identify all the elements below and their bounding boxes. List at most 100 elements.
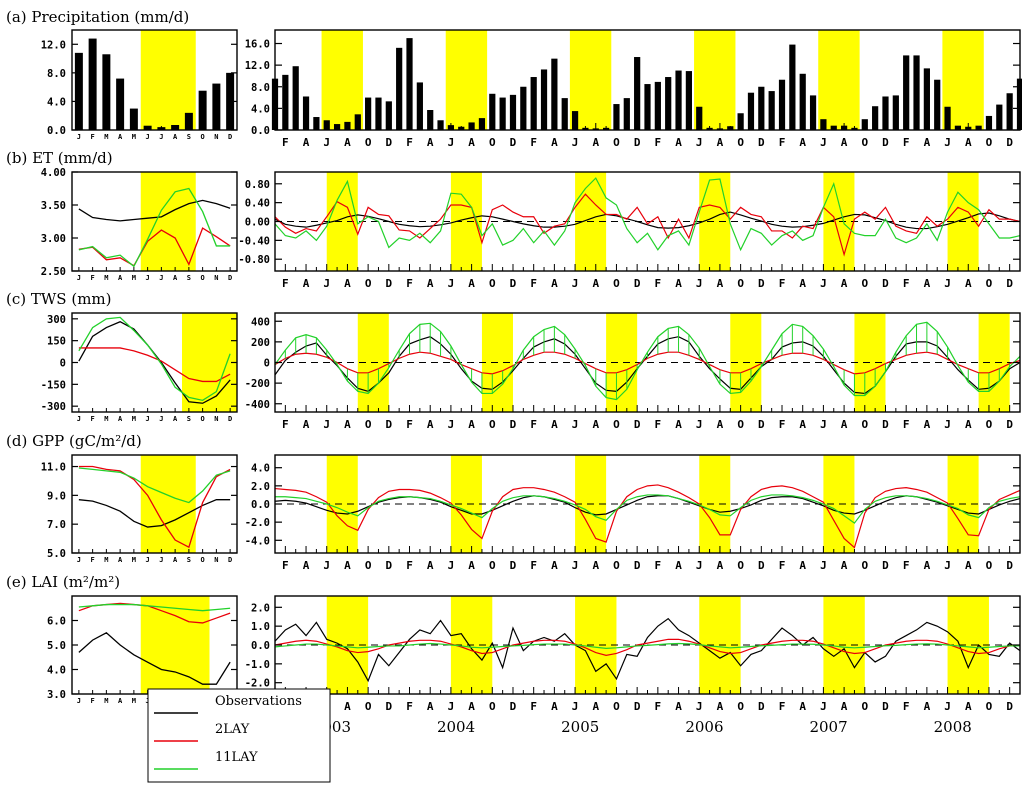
month-label: O xyxy=(489,418,496,431)
month-label: O xyxy=(861,700,868,713)
y-tick-label: -300 xyxy=(41,401,66,413)
month-label: M xyxy=(104,697,108,705)
y-tick-label: 0.80 xyxy=(245,179,270,191)
month-label: A xyxy=(924,418,931,431)
bar xyxy=(184,112,193,130)
month-label: S xyxy=(187,415,191,423)
month-label: F xyxy=(91,697,95,705)
y-tick-label: 3.50 xyxy=(41,200,66,212)
month-label: D xyxy=(1006,559,1013,572)
panel-title: (a) Precipitation (mm/d) xyxy=(6,8,189,26)
bar xyxy=(365,97,372,130)
month-label: D xyxy=(1006,136,1013,149)
bar xyxy=(406,38,413,130)
month-label: A xyxy=(799,700,806,713)
bar xyxy=(520,86,527,130)
month-label: A xyxy=(717,700,724,713)
month-label: M xyxy=(132,697,136,705)
month-label: D xyxy=(228,556,232,564)
seasonal-panel: 2.50 3.00 3.50 4.00 J F M A M J J A S O N D xyxy=(41,167,238,282)
month-label: F xyxy=(530,277,537,290)
month-label: A xyxy=(118,415,123,423)
bar xyxy=(913,55,920,130)
bar xyxy=(313,117,320,130)
month-label: J xyxy=(448,136,455,149)
month-label: D xyxy=(634,559,641,572)
month-label: F xyxy=(282,418,289,431)
month-label: O xyxy=(201,133,205,141)
season-highlight xyxy=(140,596,210,694)
month-label: J xyxy=(448,277,455,290)
month-label: M xyxy=(132,415,136,423)
series-line-2lay xyxy=(78,227,231,267)
month-label: A xyxy=(924,136,931,149)
month-label: J xyxy=(820,700,827,713)
season-highlight xyxy=(321,30,363,130)
month-label: J xyxy=(448,559,455,572)
month-label: D xyxy=(882,418,889,431)
month-label: O xyxy=(489,136,496,149)
legend-box xyxy=(147,688,331,783)
month-label: O xyxy=(365,277,372,290)
legend: Observations 2LAY 11LAY xyxy=(147,688,331,783)
month-label: J xyxy=(448,700,455,713)
series-line-observations xyxy=(78,499,231,528)
month-label: A xyxy=(675,136,682,149)
month-label: A xyxy=(118,556,123,564)
month-label: A xyxy=(592,559,599,572)
month-label: O xyxy=(489,700,496,713)
month-label: J xyxy=(572,418,579,431)
month-label: A xyxy=(924,277,931,290)
month-label: J xyxy=(944,277,951,290)
month-label: O xyxy=(737,136,744,149)
month-label: A xyxy=(118,274,123,282)
season-highlight xyxy=(140,455,196,553)
month-label: S xyxy=(187,133,191,141)
month-label: D xyxy=(386,418,393,431)
month-label: D xyxy=(882,136,889,149)
month-label: D xyxy=(228,415,232,423)
month-label: D xyxy=(510,559,517,572)
month-label: F xyxy=(779,418,786,431)
y-tick-label: 9.0 xyxy=(47,490,66,502)
bar xyxy=(685,71,692,130)
year-label: 2005 xyxy=(561,718,599,736)
month-label: A xyxy=(675,559,682,572)
month-label: D xyxy=(386,277,393,290)
bar xyxy=(737,113,744,130)
bar xyxy=(923,68,930,130)
month-label: F xyxy=(779,700,786,713)
y-tick-label: 12.0 xyxy=(41,39,66,51)
month-label: F xyxy=(406,559,413,572)
month-label: O xyxy=(489,559,496,572)
month-label: J xyxy=(159,133,163,141)
year-label: 2007 xyxy=(809,718,847,736)
month-label: A xyxy=(592,418,599,431)
month-label: J xyxy=(323,418,330,431)
year-label: 2008 xyxy=(934,718,972,736)
month-label: F xyxy=(779,559,786,572)
month-label: A xyxy=(675,700,682,713)
bar xyxy=(778,79,786,130)
month-label: O xyxy=(861,418,868,431)
month-label: J xyxy=(146,274,150,282)
month-label: A xyxy=(173,133,178,141)
bar xyxy=(478,118,486,130)
month-label: O xyxy=(986,136,993,149)
month-label: F xyxy=(655,559,662,572)
bar xyxy=(354,114,361,130)
month-label: A xyxy=(841,277,848,290)
month-label: A xyxy=(303,277,310,290)
bar xyxy=(758,86,765,130)
season-highlight xyxy=(606,313,638,412)
seasonal-panel: 5.0 7.0 9.0 11.0 J F M A M J J A S O N D xyxy=(41,454,238,564)
month-label: N xyxy=(214,556,218,564)
month-label: A xyxy=(551,700,558,713)
y-tick-label: 1.0 xyxy=(251,621,270,633)
month-label: F xyxy=(530,136,537,149)
legend-label: Observations xyxy=(215,694,302,709)
month-label: A xyxy=(427,418,434,431)
series-line-11lay xyxy=(78,603,231,612)
month-label: A xyxy=(799,136,806,149)
month-label: D xyxy=(758,277,765,290)
